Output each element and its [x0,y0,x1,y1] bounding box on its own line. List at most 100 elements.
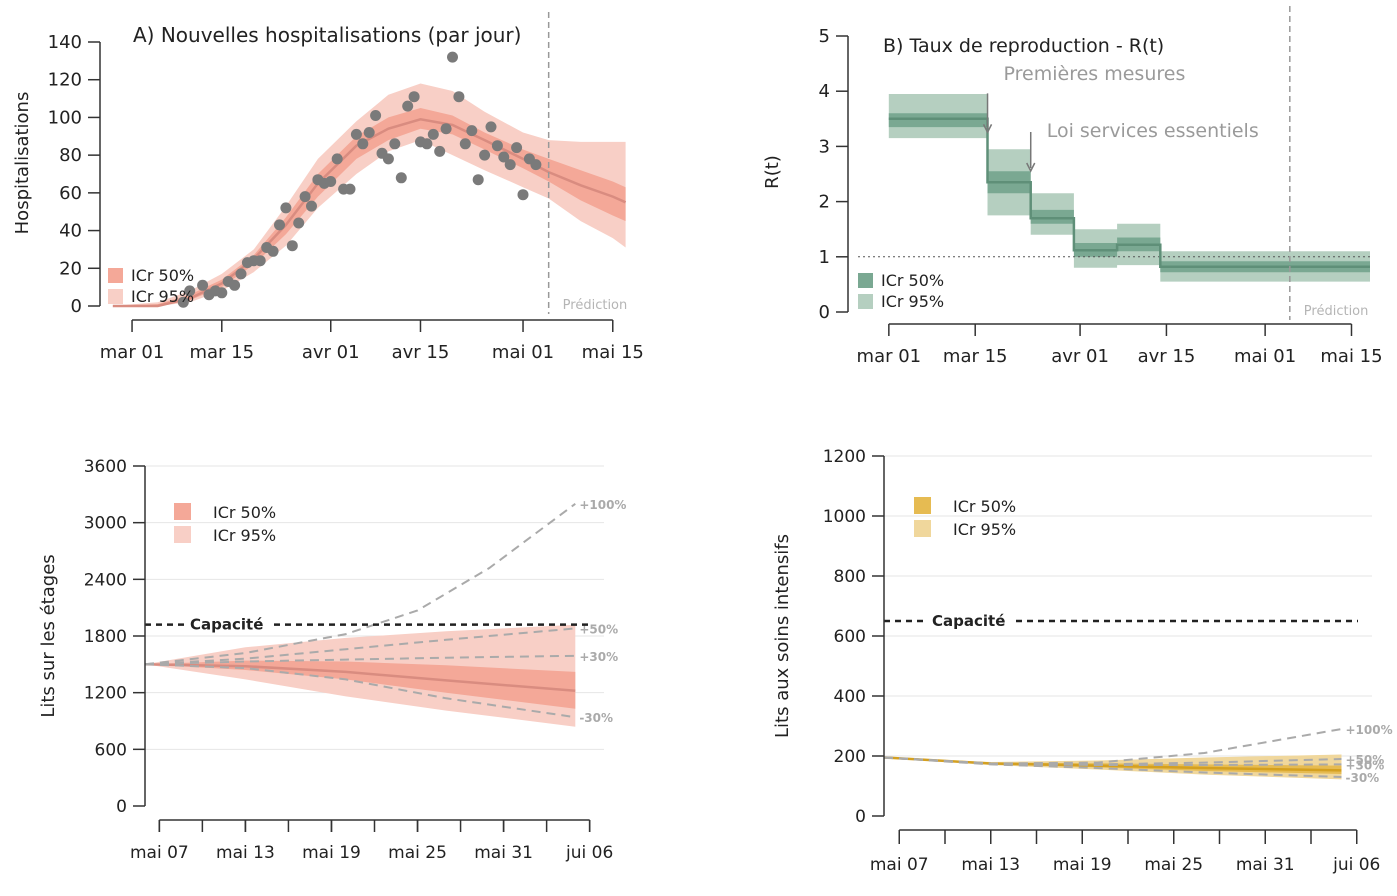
y-tick-label: 0 [71,296,82,317]
band-icr-50- [145,660,576,709]
y-axis-label: Hospitalisations [12,92,33,235]
y-tick-label: 1 [819,247,830,268]
data-point [511,142,523,154]
y-tick-label: 1200 [84,684,127,704]
y-tick-label: 400 [834,687,866,707]
data-point [459,138,471,150]
band-icr-50- [112,108,626,306]
scenario-label: +30% [579,650,618,664]
legend-label: ICr 50% [213,503,276,522]
legend-swatch [914,520,931,537]
x-tick-label: mai 31 [1236,855,1295,875]
legend-swatch [108,289,123,304]
data-point [306,200,317,212]
data-point [402,100,414,112]
data-point [325,176,337,187]
scenario-line [883,756,1342,766]
scenario-label: -30% [579,711,613,725]
data-point [370,110,382,121]
data-point [485,121,497,133]
data-point [267,245,279,257]
data-point [216,287,228,299]
y-tick-label: 2 [819,192,830,213]
scenario-line [144,654,576,666]
data-point [177,296,189,308]
scenario-line [883,756,1342,778]
scenario-label: +50% [1346,753,1385,767]
x-tick-label: mai 19 [1053,855,1112,875]
y-tick-label: 3600 [84,457,127,477]
data-point [498,151,510,163]
x-tick-label: mai 15 [582,342,644,363]
legend-swatch [858,294,873,309]
legend-swatch [174,526,191,543]
panel-title: B) Taux de reproduction - R(t) [883,35,1164,57]
scenario-label: +50% [579,622,618,636]
y-tick-label: 80 [59,145,82,166]
x-tick-label: mai 31 [474,843,533,863]
data-point [491,140,503,152]
y-tick-label: 120 [48,70,82,91]
legend-label: ICr 50% [881,271,944,290]
scenario-label: +100% [1346,723,1393,737]
x-tick-label: mar 15 [189,342,254,363]
legend-label: ICr 50% [131,266,194,285]
y-tick-label: 40 [59,221,82,242]
annotation-arrowhead [1026,162,1036,173]
annotation-label: Loi services essentiels [1047,120,1259,142]
x-tick-label: jui 06 [1332,855,1380,875]
scenario-label: -30% [1346,771,1380,785]
data-point [280,202,292,214]
panel-b: Prédiction Premières mesures Loi services … [762,6,1383,367]
x-tick-label: mai 07 [130,843,189,863]
x-tick-label: mai 07 [870,855,929,875]
y-tick-label: 140 [48,32,82,53]
panel-d: +100% +50%+30%-30% Capacité 0 200 400 600 800 10… [772,447,1393,875]
median-line [144,663,576,693]
y-tick-label: 0 [819,302,830,323]
x-tick-label: mai 01 [1234,346,1296,367]
data-point [466,125,478,137]
legend-swatch [914,497,931,514]
data-point [530,159,542,171]
x-tick-label: mai 25 [388,843,447,863]
scenario-line [144,663,576,719]
y-axis-label: R(t) [762,155,783,189]
data-point [504,159,516,171]
data-point [274,219,285,231]
y-tick-label: 2400 [84,570,127,590]
y-tick-label: 800 [834,567,866,587]
data-point [395,172,407,184]
data-point [479,149,491,161]
y-tick-label: 0 [855,807,866,827]
data-point [229,279,241,291]
y-tick-label: 20 [59,258,82,279]
data-point [408,91,420,103]
x-tick-label: mai 13 [216,843,275,863]
y-tick-label: 5 [819,26,830,47]
x-tick-label: mai 15 [1320,346,1382,367]
data-point [517,189,529,201]
data-point [254,255,266,267]
legend-swatch [858,273,873,288]
scenario-line [144,502,576,666]
data-point [344,183,356,195]
y-tick-label: 600 [95,740,127,760]
data-point [453,91,465,103]
y-tick-label: 3000 [84,514,127,534]
x-tick-label: mai 19 [302,843,361,863]
y-tick-label: 1200 [823,447,866,467]
x-tick-label: jui 06 [565,843,613,863]
x-tick-label: mar 01 [857,346,922,367]
panel-c: +100% +50% +30% -30% Capacité 0 600 1200 1800 240… [38,457,626,863]
data-point [421,138,433,150]
scenario-line [144,627,576,666]
median-step-line [888,117,1370,268]
x-tick-label: avr 01 [302,342,360,363]
data-point [434,145,446,157]
legend-label: ICr 50% [953,497,1016,516]
legend-swatch [174,503,191,520]
data-point [440,123,452,135]
legend-swatch [108,268,123,283]
